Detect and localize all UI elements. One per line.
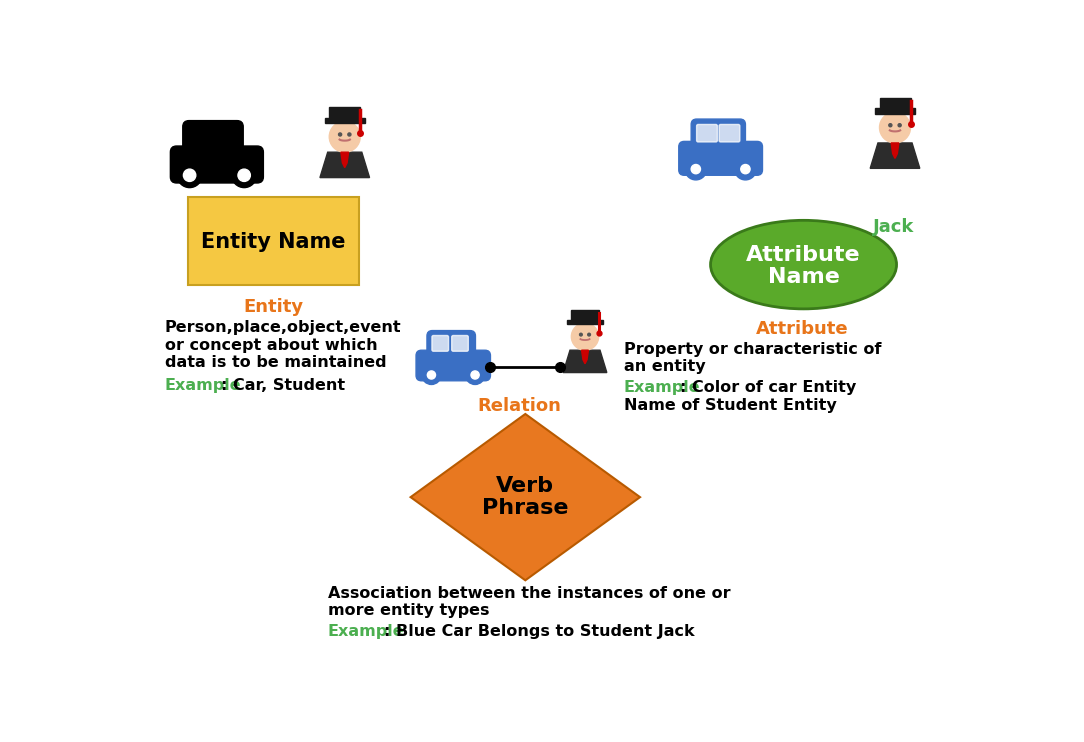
Polygon shape: [320, 152, 370, 177]
Text: more entity types: more entity types: [327, 603, 489, 618]
Circle shape: [735, 158, 757, 180]
FancyBboxPatch shape: [679, 142, 762, 175]
Text: Phrase: Phrase: [482, 498, 569, 518]
Polygon shape: [582, 350, 589, 364]
Text: Person,place,object,event: Person,place,object,event: [165, 320, 401, 335]
Text: : Car, Student: : Car, Student: [221, 378, 345, 393]
Text: data is to be maintained: data is to be maintained: [165, 355, 387, 370]
Circle shape: [232, 163, 257, 188]
Text: Association between the instances of one or: Association between the instances of one…: [327, 585, 731, 601]
Circle shape: [330, 122, 360, 152]
Text: : Color of car Entity: : Color of car Entity: [680, 380, 855, 395]
Text: Example: Example: [623, 380, 700, 395]
FancyBboxPatch shape: [567, 320, 603, 324]
FancyBboxPatch shape: [416, 350, 490, 381]
Text: Name of Student Entity: Name of Student Entity: [623, 398, 837, 413]
Circle shape: [692, 165, 700, 174]
Circle shape: [889, 124, 892, 127]
FancyBboxPatch shape: [452, 335, 468, 351]
Ellipse shape: [710, 220, 896, 309]
Text: or concept about which: or concept about which: [165, 338, 377, 352]
Text: Name: Name: [767, 267, 839, 287]
Circle shape: [588, 333, 591, 336]
Text: Attribute: Attribute: [756, 320, 848, 338]
FancyBboxPatch shape: [324, 117, 365, 123]
Text: an entity: an entity: [623, 359, 706, 374]
Text: Relation: Relation: [477, 397, 562, 415]
Circle shape: [899, 124, 901, 127]
Polygon shape: [891, 143, 899, 158]
Polygon shape: [340, 152, 349, 168]
Circle shape: [422, 366, 441, 384]
FancyBboxPatch shape: [875, 108, 915, 114]
Circle shape: [183, 169, 196, 182]
FancyBboxPatch shape: [697, 125, 718, 142]
Text: Jack: Jack: [873, 218, 914, 237]
Circle shape: [465, 366, 485, 384]
FancyBboxPatch shape: [183, 121, 243, 157]
Text: Entity: Entity: [244, 298, 304, 317]
Circle shape: [427, 371, 436, 379]
Polygon shape: [411, 414, 640, 580]
Circle shape: [338, 133, 341, 136]
Text: Property or characteristic of: Property or characteristic of: [623, 341, 881, 357]
FancyBboxPatch shape: [879, 97, 911, 108]
FancyBboxPatch shape: [431, 335, 449, 351]
FancyBboxPatch shape: [692, 119, 746, 151]
FancyBboxPatch shape: [427, 331, 476, 360]
FancyBboxPatch shape: [189, 197, 359, 286]
Circle shape: [177, 163, 202, 188]
Text: : Blue Car Belongs to Student Jack: : Blue Car Belongs to Student Jack: [384, 624, 694, 639]
Text: Verb: Verb: [496, 476, 554, 496]
FancyBboxPatch shape: [719, 125, 740, 142]
FancyBboxPatch shape: [330, 107, 360, 117]
Circle shape: [879, 112, 911, 143]
FancyBboxPatch shape: [170, 146, 263, 183]
Circle shape: [580, 333, 582, 336]
Text: Example: Example: [327, 624, 404, 639]
Text: Entity Name: Entity Name: [202, 232, 346, 252]
Text: Attribute: Attribute: [746, 246, 861, 266]
Circle shape: [685, 158, 707, 180]
Circle shape: [571, 323, 598, 350]
Text: Example: Example: [165, 378, 242, 393]
Circle shape: [470, 371, 479, 379]
Polygon shape: [564, 350, 607, 372]
Circle shape: [348, 133, 351, 136]
Polygon shape: [870, 143, 920, 168]
Circle shape: [740, 165, 750, 174]
Circle shape: [238, 169, 250, 182]
FancyBboxPatch shape: [571, 310, 598, 320]
